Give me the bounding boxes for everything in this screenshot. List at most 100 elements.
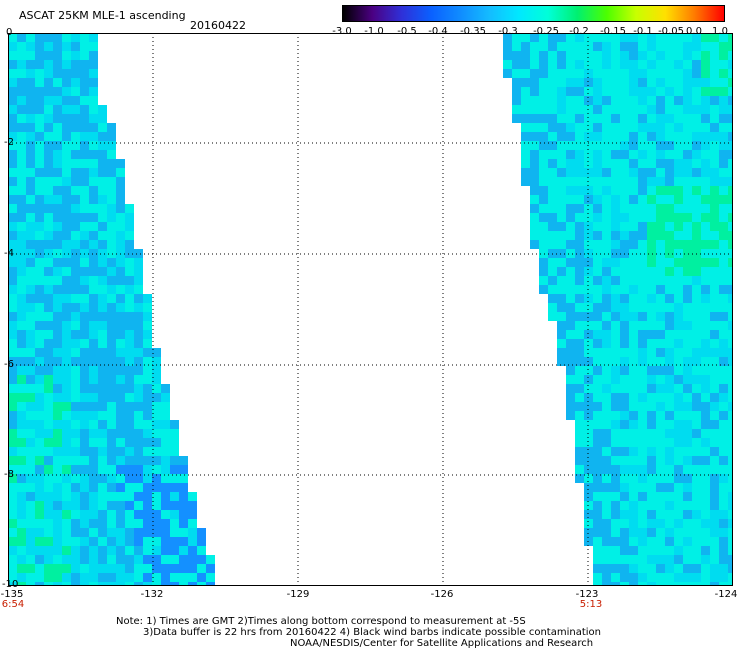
swath-cell bbox=[107, 429, 116, 438]
swath-cell bbox=[107, 402, 116, 411]
swath-cell bbox=[71, 276, 80, 285]
swath-cell bbox=[98, 159, 107, 168]
swath-cell bbox=[683, 213, 692, 222]
swath-cell bbox=[656, 87, 665, 96]
swath-cell bbox=[656, 51, 665, 60]
swath-cell bbox=[539, 159, 548, 168]
swath-cell bbox=[80, 339, 89, 348]
swath-cell bbox=[26, 573, 35, 582]
swath-cell bbox=[89, 582, 98, 586]
swath-cell bbox=[17, 168, 26, 177]
swath-cell bbox=[35, 105, 44, 114]
swath-cell bbox=[620, 429, 629, 438]
swath-cell bbox=[80, 357, 89, 366]
swath-cell bbox=[719, 186, 728, 195]
swath-cell bbox=[53, 69, 62, 78]
swath-cell bbox=[17, 177, 26, 186]
swath-cell bbox=[611, 168, 620, 177]
swath-cell bbox=[647, 330, 656, 339]
swath-cell bbox=[611, 456, 620, 465]
swath-cell bbox=[665, 393, 674, 402]
swath-cell bbox=[620, 159, 629, 168]
swath-cell bbox=[197, 564, 206, 573]
swath-cell bbox=[701, 501, 710, 510]
swath-cell bbox=[53, 186, 62, 195]
swath-cell bbox=[647, 33, 656, 42]
swath-cell bbox=[575, 168, 584, 177]
swath-cell bbox=[647, 231, 656, 240]
swath-cell bbox=[683, 168, 692, 177]
swath-cell bbox=[26, 375, 35, 384]
swath-cell bbox=[692, 258, 701, 267]
swath-cell bbox=[44, 474, 53, 483]
swath-cell bbox=[71, 51, 80, 60]
swath-cell bbox=[53, 492, 62, 501]
swath-cell bbox=[620, 285, 629, 294]
swath-cell bbox=[80, 501, 89, 510]
swath-cell bbox=[125, 483, 134, 492]
swath-cell bbox=[710, 303, 719, 312]
swath-cell bbox=[152, 537, 161, 546]
swath-cell bbox=[683, 582, 692, 586]
swath-cell bbox=[656, 438, 665, 447]
swath-cell bbox=[593, 366, 602, 375]
swath-cell bbox=[683, 564, 692, 573]
swath-cell bbox=[53, 42, 62, 51]
swath-cell bbox=[692, 402, 701, 411]
swath-cell bbox=[566, 357, 575, 366]
swath-cell bbox=[620, 573, 629, 582]
swath-cell bbox=[89, 186, 98, 195]
swath-cell bbox=[602, 159, 611, 168]
swath-cell bbox=[89, 555, 98, 564]
swath-cell bbox=[566, 285, 575, 294]
swath-cell bbox=[98, 555, 107, 564]
swath-cell bbox=[593, 87, 602, 96]
swath-cell bbox=[683, 429, 692, 438]
swath-cell bbox=[35, 294, 44, 303]
swath-cell bbox=[26, 186, 35, 195]
swath-cell bbox=[35, 429, 44, 438]
swath-cell bbox=[53, 114, 62, 123]
swath-cell bbox=[8, 222, 17, 231]
swath-cell bbox=[647, 537, 656, 546]
swath-cell bbox=[530, 240, 539, 249]
swath-cell bbox=[566, 366, 575, 375]
swath-cell bbox=[719, 249, 728, 258]
swath-cell bbox=[80, 384, 89, 393]
swath-cell bbox=[683, 204, 692, 213]
swath-cell bbox=[638, 249, 647, 258]
swath-cell bbox=[98, 510, 107, 519]
swath-cell bbox=[89, 564, 98, 573]
swath-cell bbox=[638, 429, 647, 438]
swath-cell bbox=[17, 51, 26, 60]
swath-cell bbox=[584, 492, 593, 501]
swath-cell bbox=[719, 294, 728, 303]
swath-cell bbox=[611, 231, 620, 240]
swath-cell bbox=[62, 393, 71, 402]
swath-cell bbox=[692, 51, 701, 60]
swath-cell bbox=[665, 303, 674, 312]
swath-cell bbox=[611, 87, 620, 96]
swath-cell bbox=[80, 411, 89, 420]
swath-cell bbox=[611, 195, 620, 204]
swath-cell bbox=[656, 240, 665, 249]
swath-cell bbox=[188, 519, 197, 528]
swath-cell bbox=[665, 429, 674, 438]
swath-cell bbox=[593, 429, 602, 438]
swath-cell bbox=[611, 438, 620, 447]
swath-cell bbox=[701, 105, 710, 114]
swath-cell bbox=[656, 519, 665, 528]
swath-cell bbox=[692, 222, 701, 231]
swath-cell bbox=[602, 294, 611, 303]
swath-cell bbox=[647, 420, 656, 429]
swath-cell bbox=[107, 411, 116, 420]
swath-cell bbox=[71, 285, 80, 294]
swath-cell bbox=[80, 285, 89, 294]
swath-cell bbox=[710, 393, 719, 402]
swath-cell bbox=[17, 42, 26, 51]
swath-cell bbox=[683, 483, 692, 492]
swath-cell bbox=[8, 528, 17, 537]
swath-cell bbox=[8, 276, 17, 285]
swath-cell bbox=[638, 132, 647, 141]
swath-cell bbox=[701, 510, 710, 519]
